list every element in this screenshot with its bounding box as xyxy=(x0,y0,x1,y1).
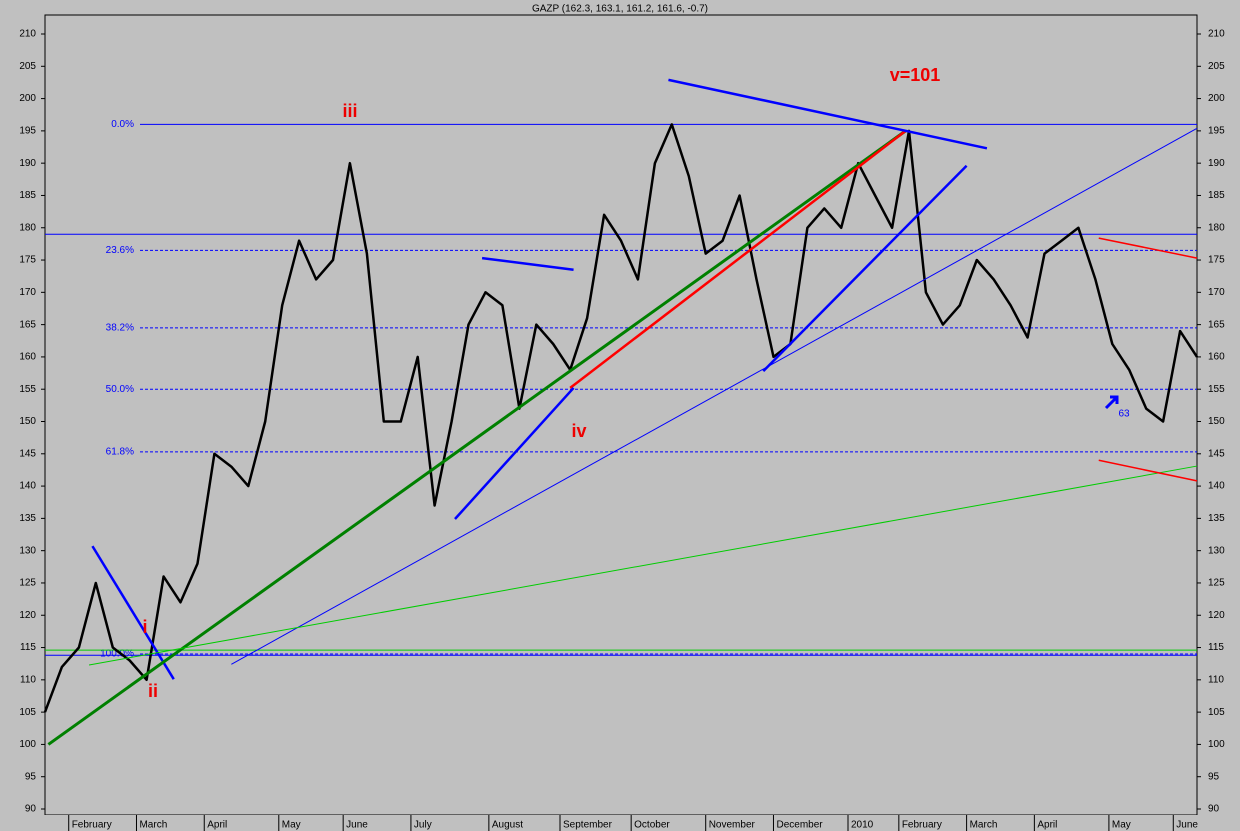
fib-label: 0.0% xyxy=(111,119,134,130)
y-tick-label: 120 xyxy=(1208,610,1225,621)
annotation: iv xyxy=(571,421,586,441)
y-tick-label: 90 xyxy=(1208,804,1220,815)
y-tick-label: 130 xyxy=(19,545,36,556)
y-tick-label: 180 xyxy=(1208,222,1225,233)
y-tick-label: 125 xyxy=(1208,578,1225,589)
x-tick-label: August xyxy=(492,820,523,831)
y-tick-label: 185 xyxy=(19,190,36,201)
fib-label: 38.2% xyxy=(106,322,134,333)
annotation: i xyxy=(142,617,147,637)
y-tick-label: 175 xyxy=(1208,255,1225,266)
price-line xyxy=(43,123,1199,713)
trend-line xyxy=(454,387,575,520)
y-tick-label: 155 xyxy=(19,384,36,395)
x-tick-label: June xyxy=(346,820,368,831)
annotation: 63 xyxy=(1118,409,1130,420)
y-tick-label: 135 xyxy=(19,513,36,524)
trend-line xyxy=(231,127,1198,665)
y-tick-label: 110 xyxy=(20,674,36,685)
x-tick-label: June xyxy=(1176,820,1198,831)
y-tick-label: 145 xyxy=(1208,448,1225,459)
arrow xyxy=(1104,395,1119,410)
y-tick-label: 150 xyxy=(19,416,36,427)
y-tick-label: 190 xyxy=(1208,158,1225,169)
chart-layer: 90 90 95 95 100 100 105 105 110 110 115 115 120 120 12… xyxy=(19,29,1225,831)
trend-line xyxy=(88,465,1198,666)
x-tick-label: December xyxy=(776,820,823,831)
y-tick-label: 160 xyxy=(19,352,36,363)
y-tick-label: 175 xyxy=(19,255,36,266)
fib-label: 61.8% xyxy=(106,446,134,457)
y-tick-label: 170 xyxy=(1208,287,1225,298)
y-tick-label: 145 xyxy=(19,448,36,459)
y-tick-label: 165 xyxy=(19,319,36,330)
y-tick-label: 140 xyxy=(19,481,36,492)
y-tick-label: 115 xyxy=(1208,642,1224,653)
trend-line xyxy=(91,545,175,680)
y-tick-label: 115 xyxy=(20,642,36,653)
y-tick-label: 105 xyxy=(19,707,36,718)
chart-title: GAZP (162.3, 163.1, 161.2, 161.6, -0.7) xyxy=(532,4,708,15)
x-tick-label: May xyxy=(282,820,301,831)
y-tick-label: 170 xyxy=(19,287,36,298)
trend-line xyxy=(1098,237,1198,259)
trend-line xyxy=(762,164,968,373)
x-tick-label: October xyxy=(634,820,670,831)
x-tick-label: March xyxy=(139,820,167,831)
trend-line xyxy=(1098,459,1198,482)
y-tick-label: 180 xyxy=(19,222,36,233)
x-tick-label: November xyxy=(709,820,756,831)
y-tick-label: 95 xyxy=(1208,771,1220,782)
x-tick-label: February xyxy=(72,820,112,831)
x-tick-label: May xyxy=(1112,820,1131,831)
y-tick-label: 95 xyxy=(25,771,37,782)
y-tick-label: 120 xyxy=(19,610,36,621)
y-tick-label: 140 xyxy=(1208,481,1225,492)
x-tick-label: February xyxy=(902,820,942,831)
trend-line xyxy=(47,129,907,746)
x-tick-label: April xyxy=(1037,820,1057,831)
x-tick-label: September xyxy=(563,820,613,831)
x-tick-label: April xyxy=(207,820,227,831)
y-tick-label: 200 xyxy=(19,93,36,104)
annotation: iii xyxy=(342,101,357,121)
y-tick-label: 190 xyxy=(19,158,36,169)
wave-labels: iii ii i iv v=101 xyxy=(142,65,940,701)
y-tick-label: 130 xyxy=(1208,545,1225,556)
y-tick-label: 125 xyxy=(19,578,36,589)
x-tick-label: March xyxy=(970,820,998,831)
y-tick-label: 195 xyxy=(1208,126,1225,137)
y-tick-label: 185 xyxy=(1208,190,1225,201)
y-tick-label: 205 xyxy=(19,61,36,72)
trend-line xyxy=(481,256,574,271)
fib-label: 50.0% xyxy=(106,384,134,395)
y-tick-label: 135 xyxy=(1208,513,1225,524)
trend-line xyxy=(668,78,988,150)
y-tick-label: 100 xyxy=(1208,739,1225,750)
x-tick-label: 2010 xyxy=(851,820,874,831)
y-tick-label: 210 xyxy=(19,29,36,40)
y-tick-label: 100 xyxy=(19,739,36,750)
y-tick-label: 165 xyxy=(1208,319,1225,330)
annotation: v=101 xyxy=(890,65,941,85)
y-tick-label: 205 xyxy=(1208,61,1225,72)
y-tick-label: 90 xyxy=(25,804,37,815)
y-tick-label: 200 xyxy=(1208,93,1225,104)
x-axis-strip xyxy=(0,815,1240,831)
plot-area xyxy=(44,14,1198,816)
y-tick-label: 105 xyxy=(1208,707,1225,718)
fib-label: 100.0% xyxy=(100,649,134,660)
y-tick-label: 160 xyxy=(1208,352,1225,363)
y-tick-label: 210 xyxy=(1208,29,1225,40)
trend-line xyxy=(569,129,907,389)
x-tick-label: July xyxy=(414,820,432,831)
y-tick-label: 110 xyxy=(1208,674,1224,685)
fib-label: 23.6% xyxy=(106,245,134,256)
annotation: ii xyxy=(148,681,158,701)
y-tick-label: 155 xyxy=(1208,384,1225,395)
y-tick-label: 150 xyxy=(1208,416,1225,427)
y-tick-label: 195 xyxy=(19,126,36,137)
